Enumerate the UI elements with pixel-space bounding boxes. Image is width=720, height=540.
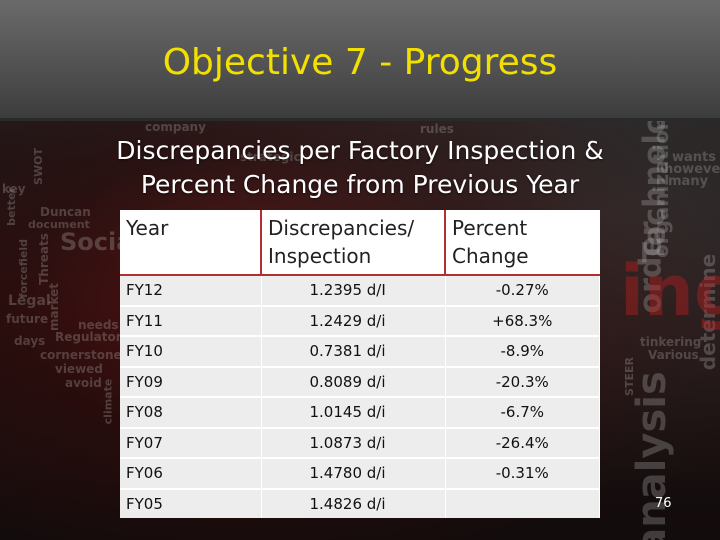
bg-word: however: [664, 162, 720, 177]
bg-word: key: [2, 182, 26, 196]
cell-year: FY12: [120, 274, 262, 306]
page-number: 76: [655, 496, 672, 511]
cell-year: FY11: [120, 304, 262, 336]
cell-percent-change: [445, 487, 600, 518]
bg-word: needs: [78, 318, 119, 332]
cell-discrepancies: 1.2395 d/I: [261, 274, 446, 306]
header-percent-change: Percent Change: [445, 210, 600, 275]
bg-word: forcefield: [17, 238, 31, 299]
bg-word: Regulatory: [55, 330, 130, 344]
bg-word: Duncan: [40, 205, 91, 219]
bg-word: cornerstone: [40, 348, 122, 362]
table-row: FY07 1.0873 d/i -26.4%: [120, 426, 600, 458]
subtitle-line-2: Percent Change from Previous Year: [140, 170, 580, 199]
cell-year: FY09: [120, 365, 262, 397]
table-row: FY12 1.2395 d/I -0.27%: [120, 274, 600, 306]
slide-subtitle: Discrepancies per Factory Inspection & P…: [0, 134, 720, 202]
bg-word: Various: [648, 348, 699, 362]
table-header-row: Year Discrepancies/ Inspection Percent C…: [120, 210, 600, 275]
cell-discrepancies: 0.7381 d/i: [261, 335, 446, 367]
bg-word: avoid: [65, 376, 102, 390]
cell-percent-change: -20.3%: [445, 365, 600, 397]
cell-year: FY06: [120, 457, 262, 489]
bg-word: rules: [420, 122, 454, 136]
header-discrepancies: Discrepancies/ Inspection: [261, 210, 446, 275]
bg-word: analysis: [628, 371, 675, 540]
cell-year: FY05: [120, 487, 262, 518]
cell-discrepancies: 1.4826 d/i: [261, 487, 446, 518]
bg-word: ing: [620, 250, 720, 332]
bg-word: days: [14, 334, 46, 348]
cell-percent-change: -26.4%: [445, 426, 600, 458]
bg-word: Legal: [8, 293, 51, 309]
bg-word: wants: [672, 150, 716, 165]
bg-word: future: [6, 312, 49, 326]
bg-word: tinkering: [640, 335, 702, 349]
discrepancy-table: Year Discrepancies/ Inspection Percent C…: [120, 210, 600, 518]
title-band: [0, 0, 720, 121]
cell-discrepancies: 1.0145 d/i: [261, 396, 446, 428]
cell-year: FY08: [120, 396, 262, 428]
cell-percent-change: -0.27%: [445, 274, 600, 306]
table-row: FY11 1.2429 d/i +68.3%: [120, 304, 600, 336]
bg-word: market: [47, 282, 62, 332]
bg-word: many: [668, 174, 709, 189]
cell-year: FY10: [120, 335, 262, 367]
bg-word: document: [28, 218, 90, 231]
slide-title: Objective 7 - Progress: [162, 42, 558, 83]
cell-discrepancies: 0.8089 d/i: [261, 365, 446, 397]
table-row: FY10 0.7381 d/i -8.9%: [120, 335, 600, 367]
cell-discrepancies: 1.2429 d/i: [261, 304, 446, 336]
bg-word: company: [145, 120, 206, 134]
bg-word: Threats: [36, 233, 51, 285]
cell-year: FY07: [120, 426, 262, 458]
bg-word: strategic: [240, 150, 301, 164]
table-row: FY09 0.8089 d/i -20.3%: [120, 365, 600, 397]
cell-percent-change: -6.7%: [445, 396, 600, 428]
cell-percent-change: -8.9%: [445, 335, 600, 367]
header-year: Year: [120, 210, 262, 275]
cell-percent-change: -0.31%: [445, 457, 600, 489]
cell-percent-change: +68.3%: [445, 304, 600, 336]
table-row: FY08 1.0145 d/i -6.7%: [120, 396, 600, 428]
cell-discrepancies: 1.4780 d/i: [261, 457, 446, 489]
bg-word: climate: [101, 378, 115, 425]
bg-word: viewed: [55, 362, 103, 376]
cell-discrepancies: 1.0873 d/i: [261, 426, 446, 458]
table-row: FY05 1.4826 d/i: [120, 487, 600, 518]
subtitle-line-1: Discrepancies per Factory Inspection &: [116, 136, 604, 165]
table-row: FY06 1.4780 d/i -0.31%: [120, 457, 600, 489]
